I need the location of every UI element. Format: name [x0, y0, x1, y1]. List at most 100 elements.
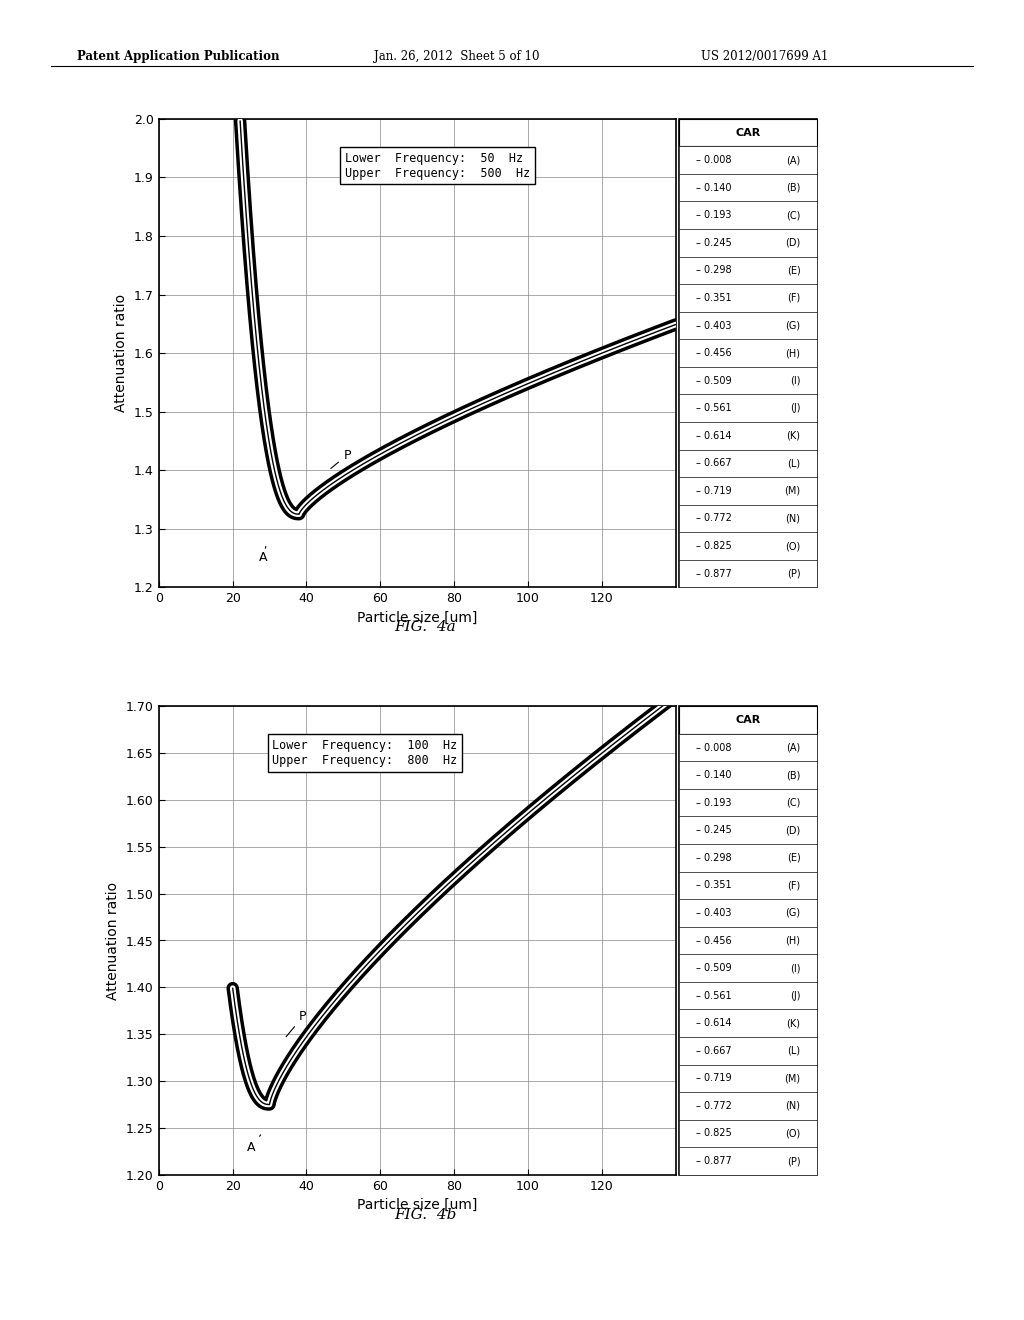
Text: CAR: CAR — [735, 715, 761, 725]
Text: – 0.008: – 0.008 — [695, 156, 731, 165]
Text: (O): (O) — [785, 1129, 801, 1138]
Text: A: A — [258, 546, 267, 564]
Text: – 0.667: – 0.667 — [695, 1045, 731, 1056]
Text: (M): (M) — [784, 486, 801, 496]
Text: – 0.614: – 0.614 — [695, 430, 731, 441]
Text: (I): (I) — [791, 964, 801, 973]
Bar — [679, 954, 817, 982]
Bar — [679, 312, 817, 339]
Bar — [679, 202, 817, 230]
Text: (K): (K) — [786, 1018, 801, 1028]
Text: (P): (P) — [786, 569, 801, 578]
Text: (G): (G) — [785, 908, 801, 917]
Text: (F): (F) — [787, 880, 801, 891]
Text: – 0.772: – 0.772 — [695, 513, 731, 524]
Text: – 0.140: – 0.140 — [695, 182, 731, 193]
Text: (B): (B) — [786, 182, 801, 193]
Text: (I): (I) — [791, 376, 801, 385]
Text: – 0.561: – 0.561 — [695, 403, 731, 413]
Text: (K): (K) — [786, 430, 801, 441]
Text: (E): (E) — [786, 853, 801, 863]
Text: – 0.456: – 0.456 — [695, 936, 731, 945]
Text: – 0.403: – 0.403 — [695, 908, 731, 917]
Text: (A): (A) — [786, 156, 801, 165]
Text: – 0.877: – 0.877 — [695, 569, 731, 578]
Text: – 0.719: – 0.719 — [695, 1073, 731, 1084]
Text: (M): (M) — [784, 1073, 801, 1084]
Bar — [679, 422, 817, 450]
Bar — [679, 560, 817, 587]
Y-axis label: Attenuation ratio: Attenuation ratio — [115, 294, 128, 412]
Text: – 0.509: – 0.509 — [695, 376, 731, 385]
Text: – 0.667: – 0.667 — [695, 458, 731, 469]
Text: – 0.351: – 0.351 — [695, 880, 731, 891]
Text: – 0.245: – 0.245 — [695, 825, 731, 836]
Text: – 0.509: – 0.509 — [695, 964, 731, 973]
Text: – 0.877: – 0.877 — [695, 1156, 731, 1166]
Bar — [679, 147, 817, 174]
Text: (J): (J) — [791, 403, 801, 413]
Text: (H): (H) — [785, 348, 801, 358]
Bar — [679, 982, 817, 1010]
Text: – 0.772: – 0.772 — [695, 1101, 731, 1111]
Text: US 2012/0017699 A1: US 2012/0017699 A1 — [701, 50, 828, 63]
Text: (N): (N) — [785, 513, 801, 524]
Text: – 0.140: – 0.140 — [695, 770, 731, 780]
Text: (C): (C) — [786, 797, 801, 808]
Bar — [679, 1147, 817, 1175]
Text: (C): (C) — [786, 210, 801, 220]
Text: Patent Application Publication: Patent Application Publication — [77, 50, 280, 63]
Text: – 0.561: – 0.561 — [695, 990, 731, 1001]
Bar — [679, 395, 817, 422]
Bar — [679, 1064, 817, 1092]
Text: Lower  Frequency:  50  Hz
Upper  Frequency:  500  Hz: Lower Frequency: 50 Hz Upper Frequency: … — [345, 152, 530, 180]
Bar — [679, 706, 817, 734]
Bar — [679, 532, 817, 560]
Text: – 0.008: – 0.008 — [695, 743, 731, 752]
Text: – 0.298: – 0.298 — [695, 853, 731, 863]
Text: – 0.403: – 0.403 — [695, 321, 731, 330]
Text: A: A — [248, 1135, 260, 1155]
Bar — [679, 789, 817, 817]
Bar — [679, 504, 817, 532]
Text: (O): (O) — [785, 541, 801, 550]
Text: (A): (A) — [786, 743, 801, 752]
Text: (L): (L) — [787, 1045, 801, 1056]
Bar — [679, 871, 817, 899]
Text: – 0.193: – 0.193 — [695, 797, 731, 808]
Text: (D): (D) — [785, 238, 801, 248]
Bar — [679, 1010, 817, 1038]
Bar — [679, 817, 817, 843]
Bar — [679, 284, 817, 312]
FancyBboxPatch shape — [679, 706, 817, 1175]
Text: – 0.719: – 0.719 — [695, 486, 731, 496]
Bar — [679, 450, 817, 477]
Text: FIG.  4b: FIG. 4b — [394, 1208, 456, 1222]
Bar — [679, 230, 817, 256]
Bar — [679, 899, 817, 927]
Bar — [679, 843, 817, 871]
FancyBboxPatch shape — [679, 119, 817, 587]
Text: – 0.298: – 0.298 — [695, 265, 731, 276]
X-axis label: Particle size [um]: Particle size [um] — [357, 611, 477, 624]
Text: – 0.245: – 0.245 — [695, 238, 731, 248]
X-axis label: Particle size [um]: Particle size [um] — [357, 1199, 477, 1212]
Text: P: P — [331, 449, 351, 469]
Text: – 0.193: – 0.193 — [695, 210, 731, 220]
Bar — [679, 927, 817, 954]
Bar — [679, 762, 817, 789]
Text: (F): (F) — [787, 293, 801, 304]
Bar — [679, 367, 817, 395]
Text: CAR: CAR — [735, 128, 761, 137]
Text: (P): (P) — [786, 1156, 801, 1166]
Text: – 0.614: – 0.614 — [695, 1018, 731, 1028]
Text: (B): (B) — [786, 770, 801, 780]
Bar — [679, 734, 817, 762]
Text: (E): (E) — [786, 265, 801, 276]
Text: (G): (G) — [785, 321, 801, 330]
Text: P: P — [286, 1010, 306, 1036]
Text: (N): (N) — [785, 1101, 801, 1111]
Text: Jan. 26, 2012  Sheet 5 of 10: Jan. 26, 2012 Sheet 5 of 10 — [374, 50, 540, 63]
Text: Lower  Frequency:  100  Hz
Upper  Frequency:  800  Hz: Lower Frequency: 100 Hz Upper Frequency:… — [272, 739, 458, 767]
Bar — [679, 119, 817, 147]
